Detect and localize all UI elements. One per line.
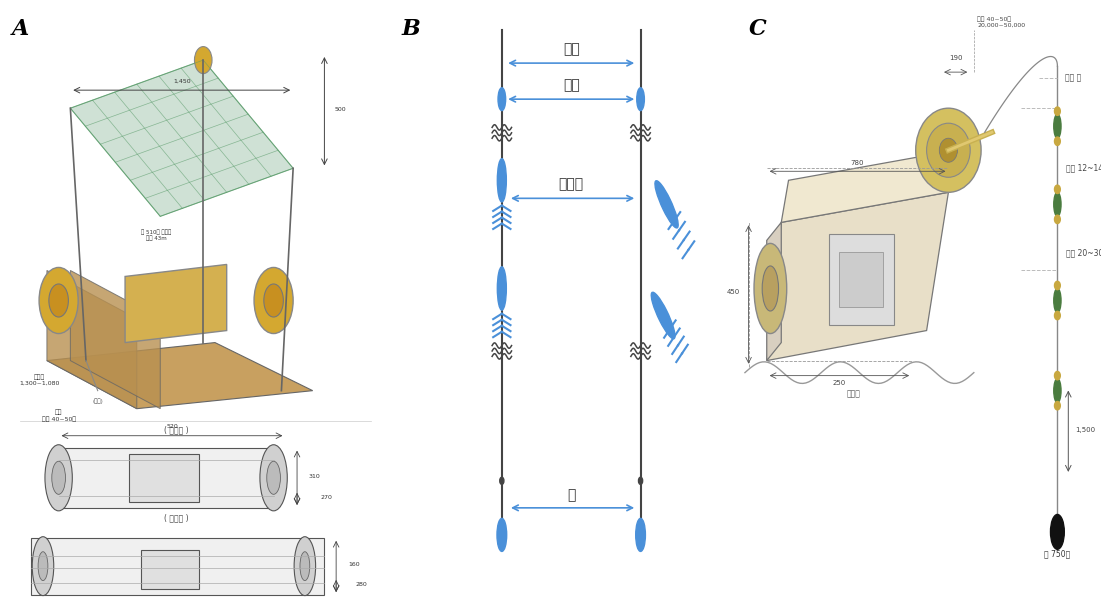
Text: ( 측면도 ): ( 측면도 ) — [164, 513, 188, 522]
Text: (로프): (로프) — [92, 398, 103, 404]
Ellipse shape — [1054, 192, 1061, 216]
Text: 500: 500 — [335, 107, 346, 112]
Polygon shape — [766, 222, 782, 361]
Text: 원줄: 원줄 — [563, 42, 579, 56]
Ellipse shape — [39, 552, 47, 581]
Text: C: C — [749, 18, 766, 40]
Ellipse shape — [498, 267, 506, 310]
Text: 체낙시: 체낙시 — [558, 177, 584, 191]
Text: A: A — [12, 18, 29, 40]
Ellipse shape — [260, 445, 287, 511]
Ellipse shape — [1055, 137, 1060, 145]
Ellipse shape — [1055, 107, 1060, 115]
Ellipse shape — [45, 445, 73, 511]
Text: 경심 40~50호
20,000~50,000: 경심 40~50호 20,000~50,000 — [978, 16, 1026, 28]
Text: ( 별면도 ): ( 별면도 ) — [164, 426, 188, 435]
Ellipse shape — [916, 108, 981, 192]
Ellipse shape — [927, 123, 970, 177]
Bar — [31, 538, 325, 595]
Polygon shape — [126, 264, 227, 343]
Ellipse shape — [498, 88, 505, 111]
Ellipse shape — [1055, 401, 1060, 410]
Ellipse shape — [1054, 379, 1061, 403]
Ellipse shape — [636, 88, 644, 111]
Ellipse shape — [1055, 281, 1060, 290]
Text: 310: 310 — [308, 474, 320, 479]
Ellipse shape — [254, 267, 293, 334]
Text: 바닥면: 바닥면 — [847, 389, 861, 398]
Ellipse shape — [266, 462, 281, 494]
Polygon shape — [47, 343, 313, 409]
Polygon shape — [70, 60, 293, 216]
Bar — [58, 448, 273, 508]
Text: 낙시 20~30개: 낙시 20~30개 — [1067, 248, 1101, 257]
Ellipse shape — [48, 284, 68, 317]
Ellipse shape — [497, 518, 506, 552]
Ellipse shape — [498, 159, 506, 202]
Text: 날개폭
1,300~1,080: 날개폭 1,300~1,080 — [19, 374, 59, 386]
Ellipse shape — [652, 292, 675, 339]
Polygon shape — [782, 150, 956, 222]
Ellipse shape — [299, 552, 309, 581]
Ellipse shape — [939, 138, 958, 162]
Text: 원 750식: 원 750식 — [1044, 549, 1070, 558]
Text: 도래: 도래 — [563, 78, 579, 92]
Polygon shape — [766, 192, 948, 361]
Ellipse shape — [500, 477, 504, 484]
Ellipse shape — [635, 518, 645, 552]
Text: 경심 12~14호: 경심 12~14호 — [1067, 164, 1101, 172]
Ellipse shape — [264, 284, 283, 317]
Ellipse shape — [1055, 185, 1060, 194]
Ellipse shape — [1054, 288, 1061, 313]
Ellipse shape — [1050, 514, 1065, 549]
Polygon shape — [70, 270, 161, 409]
Text: 190: 190 — [949, 55, 962, 61]
Ellipse shape — [655, 181, 678, 228]
Text: 도래 원: 도래 원 — [1065, 74, 1081, 82]
Ellipse shape — [1055, 311, 1060, 320]
Text: 780: 780 — [851, 160, 864, 166]
Ellipse shape — [195, 46, 212, 74]
Polygon shape — [47, 270, 137, 409]
Ellipse shape — [32, 537, 54, 596]
Bar — [141, 550, 199, 589]
Text: 280: 280 — [356, 582, 368, 587]
Ellipse shape — [294, 537, 316, 596]
Bar — [129, 454, 199, 502]
Ellipse shape — [40, 267, 78, 334]
Text: 270: 270 — [320, 495, 333, 500]
Text: 160: 160 — [348, 562, 360, 567]
Text: 제 510호 이탈시
합력 43m: 제 510호 이탈시 합력 43m — [141, 230, 172, 242]
Ellipse shape — [1055, 215, 1060, 224]
Bar — [839, 252, 883, 307]
Ellipse shape — [1055, 371, 1060, 380]
Text: 1,450: 1,450 — [173, 79, 190, 84]
Ellipse shape — [52, 462, 65, 494]
Text: 250: 250 — [832, 380, 846, 386]
Ellipse shape — [1054, 114, 1061, 138]
Bar — [829, 234, 894, 325]
Text: 1,500: 1,500 — [1076, 427, 1095, 433]
Text: B: B — [401, 18, 419, 40]
Ellipse shape — [762, 266, 778, 311]
Ellipse shape — [639, 477, 643, 484]
Text: 주: 주 — [567, 488, 576, 502]
Text: 520: 520 — [166, 424, 178, 429]
Text: 450: 450 — [727, 290, 740, 296]
Text: 낚시
경심 40~50호: 낚시 경심 40~50호 — [42, 410, 76, 422]
Ellipse shape — [754, 243, 787, 334]
